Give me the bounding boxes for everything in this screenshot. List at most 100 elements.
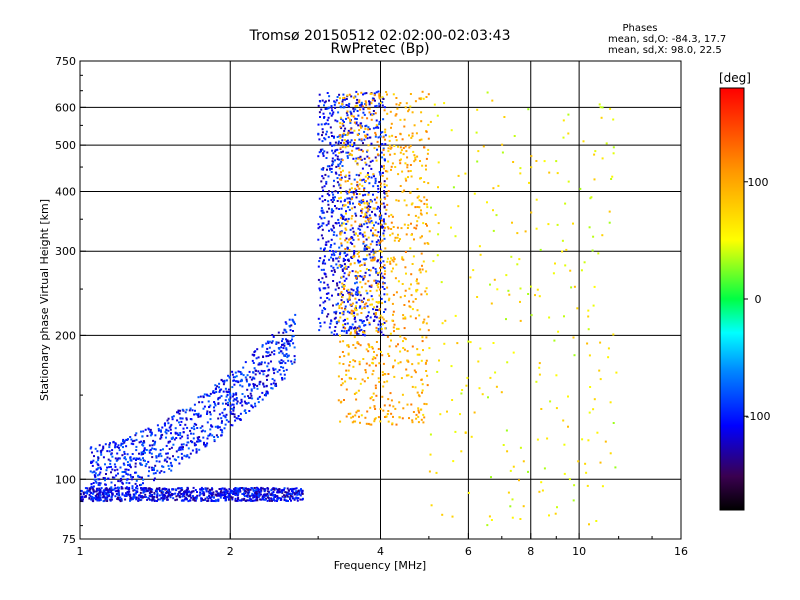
data-point [321,211,324,214]
data-point [126,461,129,464]
data-point [142,491,145,494]
data-point [352,359,355,362]
data-point [364,136,367,139]
data-point [97,457,100,460]
colorbar-label: [deg] [719,71,751,85]
data-point [128,486,131,489]
data-point [216,385,219,388]
data-point [93,478,96,481]
data-point [217,493,220,496]
data-point [129,473,132,476]
data-point [231,386,234,389]
data-point [416,206,419,208]
data-point [337,111,340,114]
data-point [241,404,244,407]
data-point [450,365,453,368]
data-point [351,227,354,230]
data-point [178,491,181,494]
data-point [80,493,82,496]
data-point [340,244,343,247]
data-point [371,258,374,261]
data-point [153,491,156,494]
data-point [257,356,260,359]
data-point [420,209,422,212]
data-point [193,497,196,500]
data-point [354,117,357,120]
data-point [332,226,335,229]
data-point [206,487,209,490]
data-point [188,495,191,498]
data-point [344,305,347,308]
data-point [321,148,324,151]
data-point [357,333,360,335]
data-point [268,340,271,343]
data-point [414,214,417,217]
data-point [378,244,381,246]
data-point [350,304,353,307]
data-point [118,499,121,501]
data-point [332,266,335,269]
data-point [340,384,343,387]
data-point [148,470,150,473]
data-point [411,363,414,366]
data-point [402,314,405,317]
data-point [373,405,376,408]
data-point [509,505,512,508]
data-point [320,168,323,171]
data-point [394,136,397,138]
data-point [341,296,344,299]
data-point [273,372,276,375]
data-point [138,494,141,497]
data-point [385,192,388,195]
data-point [364,282,367,285]
data-point [332,252,335,255]
data-point [410,375,413,378]
data-point [237,415,240,417]
data-point [340,171,342,174]
data-point [202,488,205,490]
data-point [109,459,112,462]
data-point [342,133,345,136]
data-point [318,93,321,96]
data-point [219,492,222,495]
data-point [229,404,232,407]
data-point [141,476,143,479]
data-point [393,152,396,155]
data-point [333,254,336,257]
data-point [224,493,227,496]
data-point [117,480,120,483]
data-point [216,436,219,438]
data-point [381,101,384,104]
data-point [404,289,407,292]
data-point [250,487,253,489]
data-point [579,187,582,190]
data-point [414,386,417,389]
data-point [350,95,353,98]
data-point [383,190,385,193]
data-point [80,490,83,493]
data-point [513,135,516,137]
data-point [407,374,410,377]
data-point [360,105,363,108]
data-point [496,288,499,291]
data-point [371,227,374,229]
data-point [360,225,363,228]
data-point [373,418,376,421]
data-point [169,425,172,428]
data-point [233,383,236,386]
data-point [342,150,344,153]
data-point [339,252,342,255]
data-point [236,489,239,492]
data-point [257,487,259,490]
data-point [355,411,358,414]
data-point [362,108,365,111]
data-point [353,336,356,339]
data-point [223,487,226,490]
data-point [338,167,341,170]
data-point [206,496,209,499]
data-point [360,148,363,151]
colorbar-tick-label: -100 [746,410,771,423]
data-point [511,516,514,519]
data-point [527,470,529,473]
data-point [349,237,352,240]
